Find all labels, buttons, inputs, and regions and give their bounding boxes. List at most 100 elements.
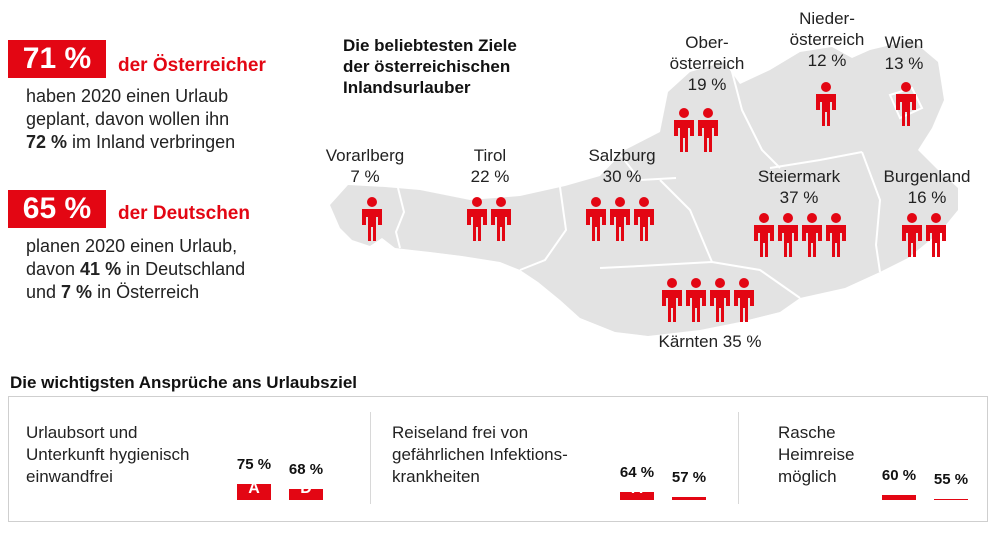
criterion-label: Rasche Heimreise möglich bbox=[778, 422, 855, 488]
person-icon bbox=[467, 197, 487, 241]
region-name: Burgenland bbox=[883, 167, 971, 186]
region-name: Ober- bbox=[685, 33, 729, 52]
criterion-bar-value: 68 % bbox=[288, 461, 324, 478]
criterion-bar-series: A bbox=[248, 480, 260, 497]
stat-germans-line2-rest: in Deutschland bbox=[121, 259, 246, 279]
criterion-label-line: krankheiten bbox=[392, 467, 480, 486]
criterion-label: Reiseland frei von gefährlichen Infektion… bbox=[392, 422, 568, 488]
stat-austrians-label: der Österreicher bbox=[118, 55, 266, 76]
stat-germans-line2: davon 41 % in Deutschland bbox=[26, 258, 245, 281]
criterion-bar-value: 64 % bbox=[619, 464, 655, 481]
stat-austrians-rest: im Inland verbringen bbox=[67, 132, 236, 152]
person-icon bbox=[710, 278, 730, 322]
region-name: österreich bbox=[669, 54, 745, 73]
criteria-title: Die wichtigsten Ansprüche ans Urlaubszie… bbox=[10, 373, 358, 392]
criterion-bar-value: 55 % bbox=[933, 471, 969, 488]
criterion-bar bbox=[934, 499, 968, 500]
border-burgenland bbox=[861, 151, 882, 273]
stat-germans-line2-pre: davon bbox=[26, 259, 81, 279]
border-oberoesterreich-niederoesterreich bbox=[729, 63, 781, 169]
person-icon bbox=[734, 278, 754, 322]
region-label: Kärnten 35 % bbox=[630, 331, 790, 352]
stat-germans-line3-rest: in Österreich bbox=[92, 282, 200, 302]
person-icon bbox=[586, 197, 606, 241]
region-name: Salzburg bbox=[588, 146, 656, 165]
border-steiermark-west bbox=[659, 179, 713, 263]
stat-germans-line2-bold: 41 % bbox=[80, 259, 122, 279]
border-salzburg-oberoesterreich bbox=[617, 151, 677, 182]
region-value: 13 % bbox=[884, 54, 924, 73]
region-name: österreich bbox=[789, 30, 865, 49]
criterion-label: Urlaubsort und Unterkunft hygienisch einwa… bbox=[26, 422, 189, 488]
region-label: Vorarlberg 7 % bbox=[285, 145, 445, 187]
criterion-bar-series: A bbox=[893, 480, 905, 497]
criterion-label-line: Urlaubsort und bbox=[26, 423, 138, 442]
criterion-bar-series: D bbox=[683, 480, 695, 497]
criterion-bar-value: 57 % bbox=[671, 469, 707, 486]
stat-austrians-value: 71 % bbox=[8, 40, 106, 78]
stat-germans-line3-pre: und bbox=[26, 282, 62, 302]
region-borders bbox=[394, 63, 924, 299]
border-vorarlberg-tirol bbox=[394, 187, 406, 249]
criterion-bar-series: D bbox=[300, 480, 312, 497]
criterion-bar-series: A bbox=[631, 480, 643, 497]
person-icon bbox=[816, 82, 836, 126]
map-title: Die beliebtesten Ziele der österreichisc… bbox=[343, 35, 517, 98]
person-icon bbox=[662, 278, 682, 322]
region-name: Vorarlberg bbox=[325, 146, 405, 165]
criterion-label-line: Rasche bbox=[778, 423, 836, 442]
criterion-bar-value: 60 % bbox=[881, 467, 917, 484]
stat-germans-line1: planen 2020 einen Urlaub, bbox=[26, 236, 238, 256]
person-icon bbox=[491, 197, 511, 241]
criteria-divider-1 bbox=[370, 412, 371, 504]
stat-austrians-bold: 72 % bbox=[26, 132, 68, 152]
criterion-bar-series: D bbox=[945, 480, 957, 497]
criterion-bar bbox=[237, 484, 271, 500]
region-value: 7 % bbox=[350, 167, 380, 186]
person-icon bbox=[674, 108, 694, 152]
person-icon bbox=[802, 213, 822, 257]
criterion-label-line: gefährlichen Infektions- bbox=[392, 445, 568, 464]
map-title-line2: der österreichischen bbox=[343, 57, 511, 76]
stat-austrians-line3: 72 % im Inland verbringen bbox=[26, 131, 235, 154]
map-title-line3: Inlandsurlauber bbox=[343, 78, 471, 97]
criteria-divider-2 bbox=[738, 412, 739, 504]
region-pictograms bbox=[362, 82, 946, 322]
stat-germans-line3: und 7 % in Österreich bbox=[26, 281, 245, 304]
region-label: Burgenland 16 % bbox=[847, 166, 992, 208]
criterion-bar bbox=[882, 495, 916, 500]
stat-austrians-text: haben 2020 einen Urlaub geplant, davon w… bbox=[26, 85, 235, 154]
criterion-label-line: Reiseland frei von bbox=[392, 423, 529, 442]
person-icon bbox=[902, 213, 922, 257]
region-label: Wien 13 % bbox=[824, 32, 984, 74]
person-icon bbox=[896, 82, 916, 126]
austria-map-shape bbox=[330, 40, 958, 336]
criterion-label-line: Unterkunft hygienisch bbox=[26, 445, 190, 464]
person-icon bbox=[634, 197, 654, 241]
stat-germans-value: 65 % bbox=[8, 190, 106, 228]
region-value: 22 % bbox=[470, 167, 510, 186]
criterion-bar bbox=[672, 497, 706, 500]
person-icon bbox=[926, 213, 946, 257]
stat-austrians-line2: geplant, davon wollen ihn bbox=[26, 109, 230, 129]
stat-germans-line3-bold: 7 % bbox=[61, 282, 93, 302]
region-label: Ober-österreich 19 % bbox=[627, 32, 787, 95]
region-label: Nieder-österreich 12 % bbox=[747, 8, 907, 71]
region-value: 12 % bbox=[807, 51, 847, 70]
stat-germans-text: planen 2020 einen Urlaub, davon 41 % in … bbox=[26, 235, 245, 304]
stat-germans-label: der Deutschen bbox=[118, 203, 250, 224]
person-icon bbox=[698, 108, 718, 152]
region-name: Kärnten 35 % bbox=[658, 332, 762, 351]
map-title-line1: Die beliebtesten Ziele bbox=[343, 36, 517, 55]
region-value: 37 % bbox=[779, 188, 819, 207]
person-icon bbox=[778, 213, 798, 257]
criteria-panel bbox=[8, 396, 988, 522]
person-icon bbox=[826, 213, 846, 257]
criterion-bar bbox=[289, 489, 323, 500]
region-label: Tirol 22 % bbox=[410, 145, 570, 187]
border-niederoesterreich-steiermark bbox=[769, 151, 863, 169]
person-icon bbox=[610, 197, 630, 241]
region-value: 16 % bbox=[907, 188, 947, 207]
person-icon bbox=[362, 197, 382, 241]
